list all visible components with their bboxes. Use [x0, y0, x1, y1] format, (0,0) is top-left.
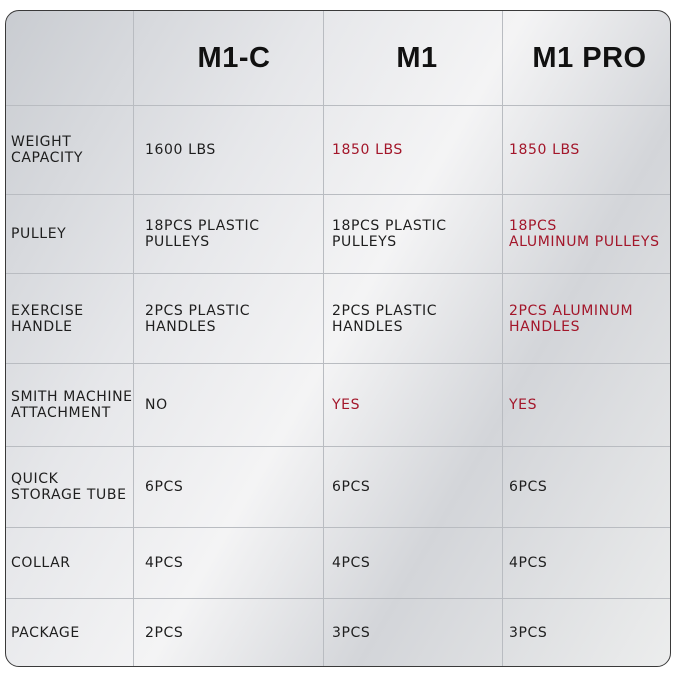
- cell-line: HANDLES: [509, 318, 581, 335]
- row-label: PULLEY: [6, 195, 134, 274]
- cell-line: 1850 LBS: [509, 142, 580, 158]
- cell-line: YES: [509, 397, 538, 413]
- table-cell: 1850 LBS: [324, 106, 503, 195]
- row-label: PACKAGE: [6, 599, 134, 666]
- row-label: COLLAR: [6, 528, 134, 599]
- table-cell: 3PCS: [503, 599, 670, 666]
- cell-line: PULLEYS: [332, 234, 397, 250]
- cell-line: HANDLES: [332, 318, 404, 335]
- cell-line: 1600 LBS: [145, 142, 216, 158]
- table-cell: 4PCS: [324, 528, 503, 599]
- cell-line: 6PCS: [332, 479, 371, 495]
- table-cell: 1850 LBS: [503, 106, 670, 195]
- table-cell: 18PCS PLASTIC PULLEYS: [134, 195, 324, 274]
- cell-line: 4PCS: [145, 555, 184, 571]
- column-header-text: M1 PRO: [532, 42, 647, 74]
- row-label-line: WEIGHT: [11, 134, 72, 150]
- table-cell: 4PCS: [503, 528, 670, 599]
- cell-line: 18PCS: [509, 218, 557, 234]
- table-cell: YES: [324, 364, 503, 447]
- table-cell: 2PCS ALUMINUM HANDLES: [503, 274, 670, 364]
- row-label-line: ATTACHMENT: [11, 405, 111, 421]
- row-label-line: CAPACITY: [11, 150, 84, 166]
- cell-line: 6PCS: [145, 479, 184, 495]
- cell-line: 6PCS: [509, 479, 548, 495]
- row-label-line: COLLAR: [11, 555, 71, 571]
- cell-line: 18PCS PLASTIC: [332, 218, 447, 234]
- cell-line: ALUMINUM PULLEYS: [509, 234, 660, 250]
- cell-line: 2PCS: [145, 624, 184, 641]
- cell-line: 2PCS PLASTIC: [332, 302, 438, 319]
- corner-cell: [6, 11, 134, 106]
- cell-line: YES: [332, 397, 361, 413]
- cell-line: 3PCS: [509, 624, 548, 641]
- table-cell: 2PCS PLASTIC HANDLES: [134, 274, 324, 364]
- row-label-line: STORAGE TUBE: [11, 487, 127, 503]
- row-label-line: HANDLE: [11, 318, 73, 335]
- table-cell: 18PCS PLASTIC PULLEYS: [324, 195, 503, 274]
- cell-line: 3PCS: [332, 624, 371, 641]
- table-cell: 18PCS ALUMINUM PULLEYS: [503, 195, 670, 274]
- cell-line: NO: [145, 397, 168, 413]
- cell-line: HANDLES: [145, 318, 217, 335]
- row-label-line: QUICK: [11, 471, 59, 487]
- table-cell: 6PCS: [324, 447, 503, 528]
- column-header: M1: [324, 11, 503, 106]
- cell-line: 4PCS: [509, 555, 548, 571]
- column-header: M1 PRO: [503, 11, 670, 106]
- cell-line: PULLEYS: [145, 234, 210, 250]
- comparison-table: M1-C M1 M1 PRO WEIGHT CAPACITY 1600 LBS 185…: [5, 10, 671, 667]
- cell-line: 18PCS PLASTIC: [145, 218, 260, 234]
- row-label-line: EXERCISE: [11, 302, 84, 319]
- cell-line: 2PCS PLASTIC: [145, 302, 251, 319]
- table-cell: NO: [134, 364, 324, 447]
- table-cell: 1600 LBS: [134, 106, 324, 195]
- table-cell: YES: [503, 364, 670, 447]
- table-cell: 6PCS: [503, 447, 670, 528]
- cell-line: 2PCS ALUMINUM: [509, 302, 634, 319]
- row-label-line: SMITH MACHINE: [11, 389, 133, 405]
- column-header-text: M1: [396, 42, 438, 74]
- cell-line: 4PCS: [332, 555, 371, 571]
- table-cell: 2PCS PLASTIC HANDLES: [324, 274, 503, 364]
- column-header-text: M1-C: [197, 42, 271, 74]
- row-label: EXERCISE HANDLE: [6, 274, 134, 364]
- table-cell: 6PCS: [134, 447, 324, 528]
- table-cell: 4PCS: [134, 528, 324, 599]
- table-cell: 2PCS: [134, 599, 324, 666]
- row-label-line: PULLEY: [11, 226, 67, 242]
- row-label: QUICK STORAGE TUBE: [6, 447, 134, 528]
- column-header: M1-C: [134, 11, 324, 106]
- row-label: WEIGHT CAPACITY: [6, 106, 134, 195]
- cell-line: 1850 LBS: [332, 142, 403, 158]
- table-cell: 3PCS: [324, 599, 503, 666]
- row-label-line: PACKAGE: [11, 624, 80, 641]
- row-label: SMITH MACHINE ATTACHMENT: [6, 364, 134, 447]
